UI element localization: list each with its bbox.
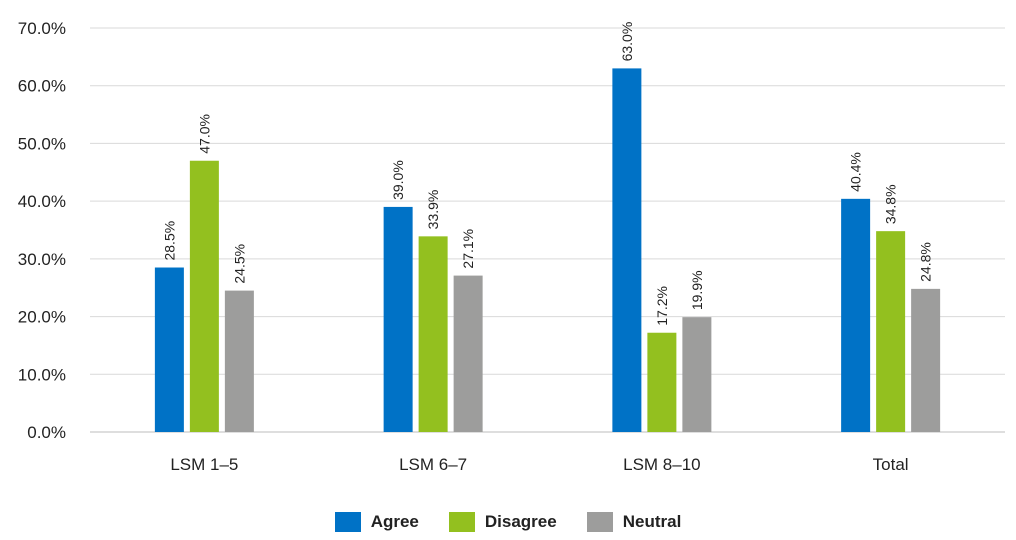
bar-agree (154, 267, 184, 432)
data-label: 40.4% (848, 152, 864, 192)
bar-neutral (911, 288, 941, 432)
bar-chart-svg: 0.0%10.0%20.0%30.0%40.0%50.0%60.0%70.0% … (18, 19, 1005, 474)
data-label: 17.2% (654, 286, 670, 326)
legend-swatch-agree (334, 512, 361, 532)
bar-disagree (876, 231, 906, 432)
legend-item-disagree: Disagree (448, 512, 557, 532)
data-labels: 28.5% 47.0% 24.5% 39.0% 33.9% 27.1% 63.0% 17.2%… (161, 22, 933, 326)
x-category-label: LSM 8–10 (623, 455, 701, 474)
x-axis-categories: LSM 1–5 LSM 6–7 LSM 8–10 Total (170, 455, 908, 474)
legend-label-agree: Agree (370, 512, 419, 531)
legend: Agree Disagree Neutral (0, 512, 1016, 532)
bar-neutral (682, 317, 712, 432)
y-tick-label: 50.0% (18, 134, 66, 153)
bar-agree (612, 68, 642, 433)
data-label: 19.9% (689, 270, 705, 310)
legend-item-neutral: Neutral (586, 512, 682, 532)
bar-neutral (224, 290, 254, 432)
bar-disagree (418, 236, 448, 432)
data-label: 27.1% (460, 229, 476, 269)
legend-label-neutral: Neutral (622, 512, 682, 531)
bar-agree (383, 206, 413, 432)
y-tick-label: 20.0% (18, 308, 66, 327)
data-label: 47.0% (196, 114, 212, 154)
legend-label-disagree: Disagree (484, 512, 557, 531)
legend-item-agree: Agree (334, 512, 419, 532)
legend-swatch-disagree (448, 512, 475, 532)
bar-agree (841, 198, 871, 432)
data-label: 24.8% (918, 242, 934, 282)
data-label: 34.8% (883, 184, 899, 224)
y-tick-label: 60.0% (18, 77, 66, 96)
bar-neutral (453, 275, 483, 432)
data-label: 33.9% (425, 190, 441, 230)
y-tick-label: 0.0% (27, 423, 66, 442)
bar-disagree (189, 160, 219, 432)
y-axis-ticks: 0.0% 10.0% 20.0% 30.0% 40.0% 50.0% 60.0% 70.0% (18, 19, 66, 442)
legend-swatch-neutral (586, 512, 613, 532)
data-label: 28.5% (161, 221, 177, 261)
x-category-label: LSM 1–5 (170, 455, 238, 474)
bars (154, 68, 941, 433)
y-tick-label: 30.0% (18, 250, 66, 269)
data-label: 39.0% (390, 160, 406, 200)
data-label: 24.5% (231, 244, 247, 284)
bar-disagree (647, 332, 677, 432)
y-tick-label: 10.0% (18, 365, 66, 384)
data-label: 63.0% (619, 22, 635, 62)
x-category-label: LSM 6–7 (399, 455, 467, 474)
y-tick-label: 40.0% (18, 192, 66, 211)
y-tick-label: 70.0% (18, 19, 66, 38)
x-category-label: Total (873, 455, 909, 474)
